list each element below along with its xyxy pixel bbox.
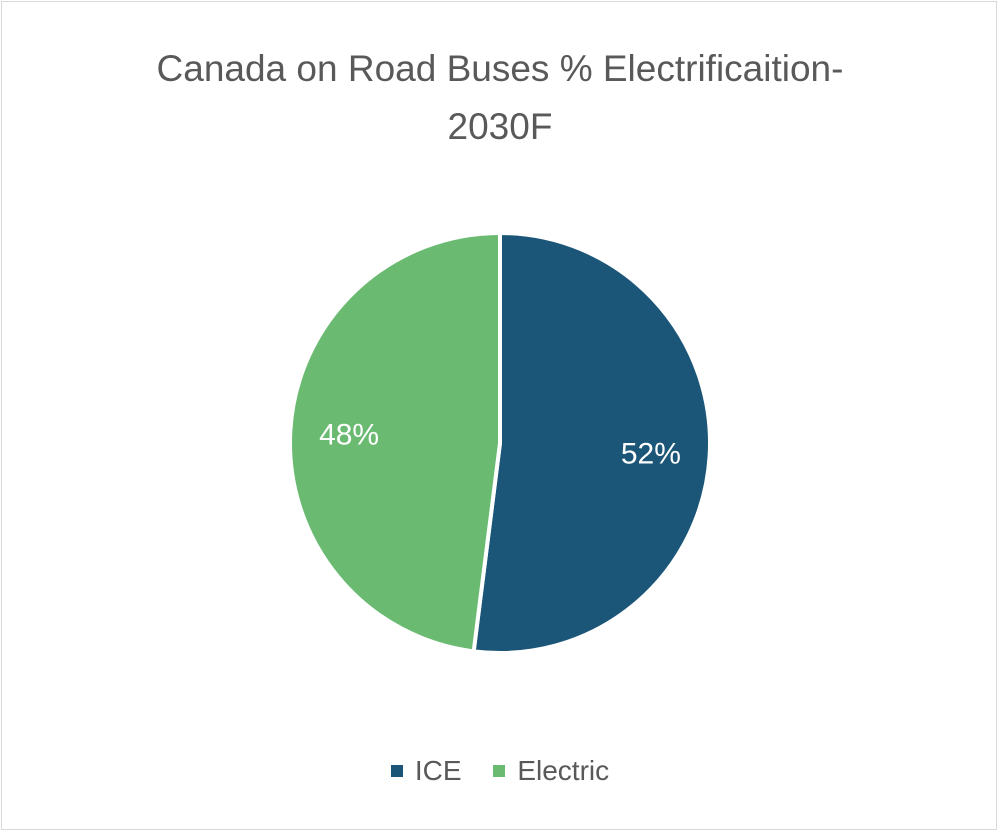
legend-label-ice: ICE [414, 755, 462, 786]
pie-slice-ice [471, 230, 712, 655]
legend-swatch-ice [390, 765, 403, 777]
data-label-electric: 48% [319, 419, 379, 452]
legend-label-electric: Electric [517, 755, 610, 786]
legend: ICE Electric [0, 752, 1000, 787]
chart-title-line-1: Canada on Road Buses % Electrificaition- [156, 48, 844, 89]
chart-title: Canada on Road Buses % Electrificaition-… [0, 40, 1000, 156]
data-label-ice: 52% [621, 437, 681, 470]
legend-item-ice: ICE [390, 755, 462, 787]
pie-slice-electric [288, 230, 502, 654]
legend-swatch-electric [493, 765, 506, 777]
legend-item-electric: Electric [493, 755, 609, 787]
chart-title-line-2: 2030F [447, 106, 553, 147]
